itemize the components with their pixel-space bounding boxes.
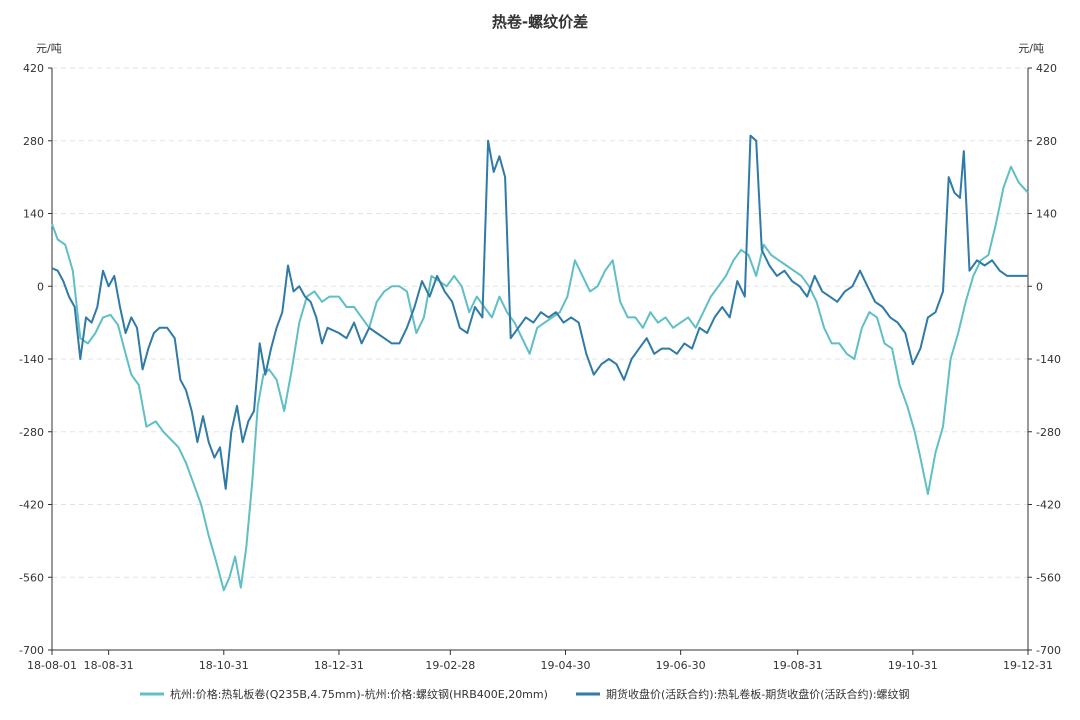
y-tick-label-left: -560: [19, 571, 44, 584]
legend-label-2: 期货收盘价(活跃合约):热轧卷板-期货收盘价(活跃合约):螺纹钢: [606, 687, 910, 701]
y-tick-label-right: 420: [1036, 62, 1057, 75]
x-tick-label: 18-12-31: [314, 659, 364, 672]
legend: 杭州:价格:热轧板卷(Q235B,4.75mm)-杭州:价格:螺纹钢(HRB40…: [140, 687, 910, 701]
y-unit-right: 元/吨: [1018, 42, 1044, 55]
x-tick-label: 18-08-01: [27, 659, 77, 672]
y-tick-label-left: -280: [19, 426, 44, 439]
x-tick-label: 19-04-30: [541, 659, 591, 672]
axis-layer: 420 420 280 280 140 140 0 0 -140 -140 -280 -280 -420…: [19, 62, 1061, 672]
y-tick-label-left: -420: [19, 499, 44, 512]
y-tick-label-right: -560: [1036, 571, 1061, 584]
series-line-1: [51, 165, 1029, 592]
x-tick-label: 18-08-31: [84, 659, 134, 672]
y-tick-label-right: -280: [1036, 426, 1061, 439]
y-unit-left: 元/吨: [36, 42, 62, 55]
y-tick-label-left: -700: [19, 644, 44, 657]
x-tick-label: 19-08-31: [773, 659, 823, 672]
x-tick-label: 19-10-31: [888, 659, 938, 672]
y-tick-label-right: 280: [1036, 135, 1057, 148]
series-layer: [51, 134, 1029, 592]
y-tick-label-left: 0: [37, 280, 44, 293]
y-tick-label-left: 140: [23, 208, 44, 221]
y-tick-label-right: -700: [1036, 644, 1061, 657]
grid-layer: [52, 67, 1028, 578]
legend-label-1: 杭州:价格:热轧板卷(Q235B,4.75mm)-杭州:价格:螺纹钢(HRB40…: [170, 687, 548, 701]
y-tick-label-left: 420: [23, 62, 44, 75]
chart-title: 热卷-螺纹价差: [492, 13, 588, 31]
y-tick-label-right: 0: [1036, 280, 1043, 293]
x-tick-label: 18-10-31: [199, 659, 249, 672]
y-tick-label-left: 280: [23, 135, 44, 148]
series-line-2: [51, 134, 1028, 490]
y-tick-label-left: -140: [19, 353, 44, 366]
x-tick-label: 19-12-31: [1003, 659, 1053, 672]
y-tick-label-right: -140: [1036, 353, 1061, 366]
x-tick-label: 19-02-28: [425, 659, 475, 672]
y-tick-label-right: -420: [1036, 499, 1061, 512]
y-tick-label-right: 140: [1036, 208, 1057, 221]
x-tick-label: 19-06-30: [656, 659, 706, 672]
